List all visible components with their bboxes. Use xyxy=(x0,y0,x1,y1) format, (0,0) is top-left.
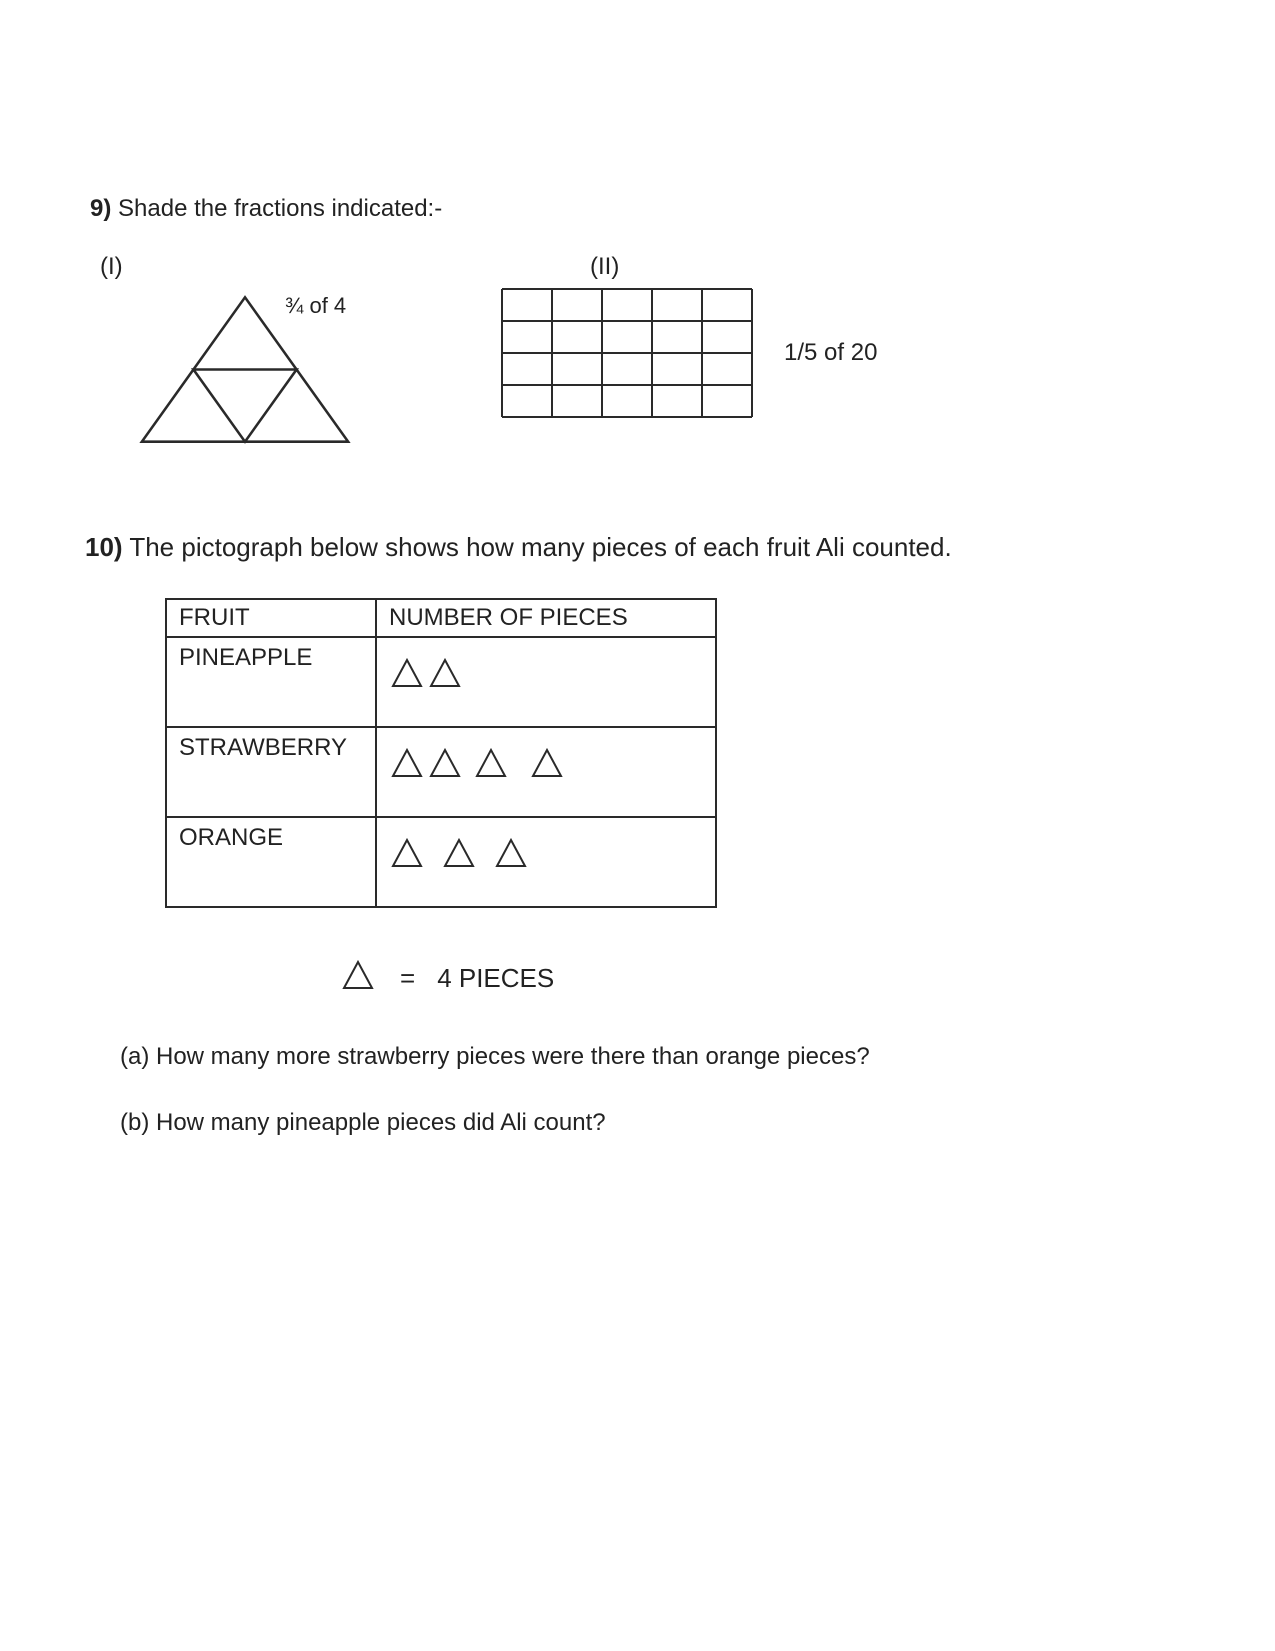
q10-sub-b: (b) How many pineapple pieces did Ali co… xyxy=(120,1109,1185,1137)
q9-part2-caption: 1/5 of 20 xyxy=(784,339,877,367)
triangle-icon xyxy=(427,746,463,787)
q10-number: 10) xyxy=(85,532,123,562)
table-row: ORANGE xyxy=(166,817,716,907)
q9-text: Shade the fractions indicated:- xyxy=(118,195,442,222)
triangle-icon xyxy=(340,958,376,999)
triangle-icon xyxy=(389,836,425,877)
table-header-fruit: FRUIT xyxy=(166,599,376,637)
question-10: 10) The pictograph below shows how many … xyxy=(90,532,1185,1137)
triangle-icon xyxy=(529,746,565,787)
key-value: 4 PIECES xyxy=(437,963,554,994)
triangle-icon xyxy=(493,836,529,877)
q10-sub-a: (a) How many more strawberry pieces were… xyxy=(120,1043,1185,1071)
question-9: 9) Shade the fractions indicated:- (I) ¾… xyxy=(90,195,1185,452)
q10-text: The pictograph below shows how many piec… xyxy=(129,532,951,562)
pictograph-table: FRUIT NUMBER OF PIECES PINEAPPLESTRAWBER… xyxy=(165,598,717,908)
triangle-icon xyxy=(441,836,477,877)
key-equals: = xyxy=(400,963,415,994)
q10-prompt: 10) The pictograph below shows how many … xyxy=(85,532,1185,563)
triangle-icon xyxy=(427,656,463,697)
q9-part2-label: (II) xyxy=(590,253,877,281)
pictograph-key: = 4 PIECES xyxy=(340,958,1185,999)
q9-part-2: (II) 1/5 of 20 xyxy=(500,253,877,419)
table-header-pieces: NUMBER OF PIECES xyxy=(376,599,716,637)
fruit-pieces xyxy=(376,727,716,817)
fruit-name: PINEAPPLE xyxy=(166,637,376,727)
q9-part-1: (I) ¾ of 4 xyxy=(100,253,440,452)
fruit-name: STRAWBERRY xyxy=(166,727,376,817)
grid-figure xyxy=(500,287,754,419)
q9-part1-caption: ¾ of 4 xyxy=(285,293,346,319)
table-row: STRAWBERRY xyxy=(166,727,716,817)
fruit-pieces xyxy=(376,637,716,727)
triangle-icon xyxy=(389,746,425,787)
fruit-pieces xyxy=(376,817,716,907)
q9-part1-label: (I) xyxy=(100,253,440,281)
q9-prompt: 9) Shade the fractions indicated:- xyxy=(90,195,1185,223)
q9-number: 9) xyxy=(90,195,111,222)
triangle-icon xyxy=(340,958,378,999)
table-row: PINEAPPLE xyxy=(166,637,716,727)
fruit-name: ORANGE xyxy=(166,817,376,907)
triangle-icon xyxy=(389,656,425,697)
triangle-icon xyxy=(473,746,509,787)
